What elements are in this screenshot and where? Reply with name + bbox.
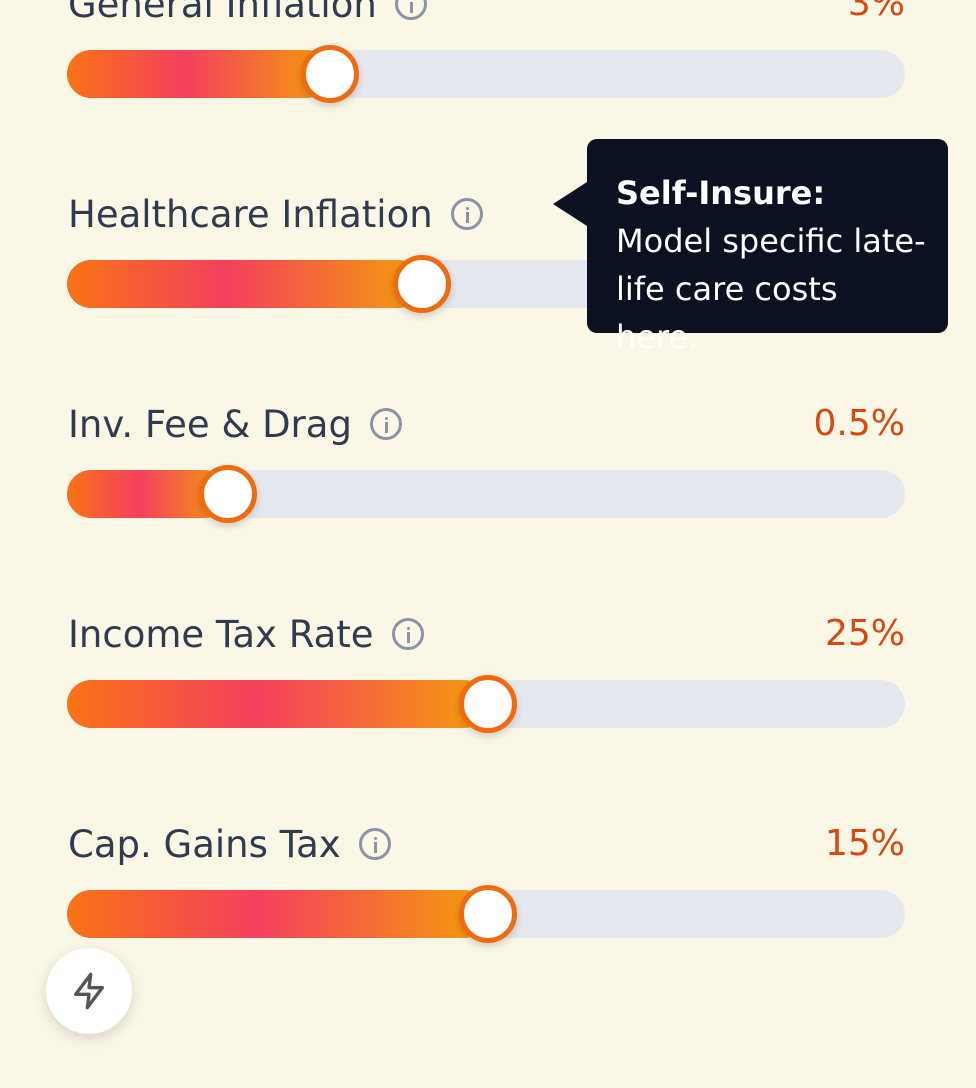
slider-value: 15% — [824, 823, 905, 864]
tooltip-text: Model specific late-life care costs here… — [616, 222, 926, 356]
slider-fill — [67, 260, 422, 308]
slider-value: 0.5% — [813, 403, 905, 444]
lightning-icon — [74, 972, 105, 1010]
label-text: Inv. Fee & Drag — [68, 402, 352, 446]
slider-value: 25% — [824, 613, 905, 654]
slider-label: Inv. Fee & Drag — [68, 399, 402, 449]
slider-thumb[interactable] — [459, 675, 517, 733]
slider-track[interactable] — [67, 465, 905, 523]
slider-thumb[interactable] — [301, 45, 359, 103]
slider-label: Cap. Gains Tax — [68, 819, 391, 869]
slider-track[interactable] — [67, 675, 905, 733]
label-text: Cap. Gains Tax — [68, 822, 341, 866]
slider-fill — [67, 50, 330, 98]
quick-action-button[interactable] — [46, 948, 132, 1034]
label-text: General Inflation — [68, 0, 377, 26]
tooltip: Self-Insure: Model specific late-life ca… — [553, 139, 948, 356]
slider-thumb[interactable] — [393, 255, 451, 313]
slider-label: General Inflation — [68, 0, 427, 29]
label-text: Healthcare Inflation — [68, 192, 433, 236]
slider-fill — [67, 680, 488, 728]
slider-thumb[interactable] — [199, 465, 257, 523]
slider-track[interactable] — [67, 45, 905, 103]
slider-label: Healthcare Inflation — [68, 189, 483, 239]
info-icon[interactable] — [394, 0, 427, 20]
info-icon[interactable] — [391, 618, 424, 650]
info-icon[interactable] — [358, 828, 391, 860]
info-icon[interactable] — [450, 198, 483, 230]
slider-track[interactable] — [67, 885, 905, 943]
slider-thumb[interactable] — [459, 885, 517, 943]
label-text: Income Tax Rate — [68, 612, 374, 656]
slider-label: Income Tax Rate — [68, 609, 424, 659]
tooltip-title: Self-Insure: — [616, 174, 826, 212]
slider-fill — [67, 890, 488, 938]
info-icon[interactable] — [369, 408, 402, 440]
slider-value: 3% — [847, 0, 905, 24]
